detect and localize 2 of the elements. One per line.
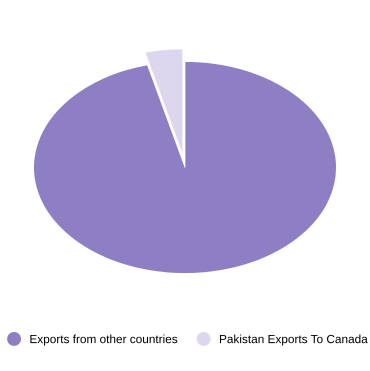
legend-label: Pakistan Exports To Canada [220,334,368,346]
legend-label: Exports from other countries [30,334,178,346]
